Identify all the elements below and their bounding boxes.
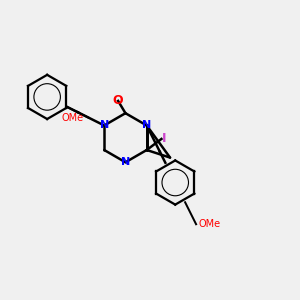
Text: N: N [100,121,109,130]
Text: OMe: OMe [62,113,84,123]
Text: N: N [121,157,130,167]
Text: OMe: OMe [199,219,221,229]
Text: O: O [113,94,123,107]
Text: N: N [142,121,151,130]
Text: I: I [162,133,166,146]
